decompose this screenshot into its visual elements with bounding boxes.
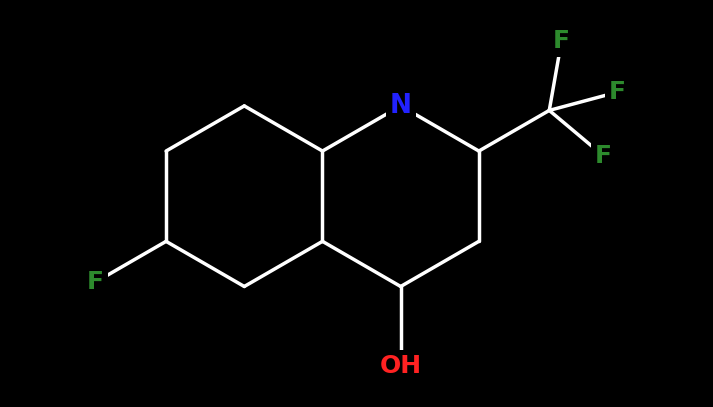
Text: F: F [609, 80, 626, 104]
Text: F: F [595, 144, 612, 168]
Text: N: N [390, 93, 411, 119]
Text: F: F [553, 29, 570, 53]
Text: F: F [87, 270, 104, 294]
Text: OH: OH [379, 354, 422, 378]
